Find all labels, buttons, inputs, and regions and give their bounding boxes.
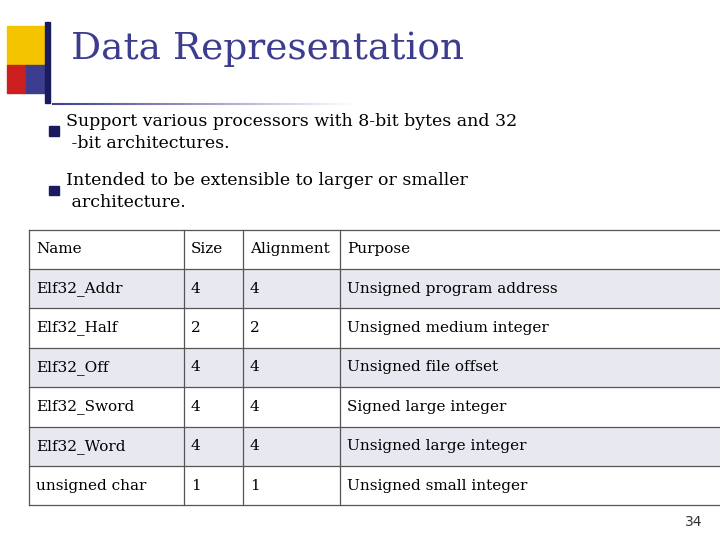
Bar [26, 65, 45, 93]
Text: Size: Size [191, 242, 223, 256]
Text: 2: 2 [250, 321, 260, 335]
Text: Unsigned program address: Unsigned program address [347, 282, 558, 295]
Text: 4: 4 [250, 361, 260, 374]
Text: 1: 1 [250, 479, 260, 492]
Bar [29, 269, 720, 308]
Text: 2: 2 [191, 321, 201, 335]
Text: Support various processors with 8-bit bytes and 32
 -bit architectures.: Support various processors with 8-bit by… [66, 113, 518, 152]
Bar [29, 427, 720, 466]
Text: Unsigned file offset: Unsigned file offset [347, 361, 498, 374]
Text: Alignment: Alignment [250, 242, 330, 256]
Bar [29, 348, 720, 387]
Text: Intended to be extensible to larger or smaller
 architecture.: Intended to be extensible to larger or s… [66, 172, 468, 211]
Text: Elf32_Half: Elf32_Half [36, 321, 117, 335]
Text: 34: 34 [685, 515, 702, 529]
Text: Unsigned large integer: Unsigned large integer [347, 440, 526, 453]
Text: 4: 4 [191, 440, 201, 453]
Bar [49, 126, 59, 136]
Text: 4: 4 [250, 440, 260, 453]
Bar [49, 186, 59, 195]
Text: Unsigned medium integer: Unsigned medium integer [347, 321, 549, 335]
Text: 1: 1 [191, 479, 201, 492]
Text: Elf32_Sword: Elf32_Sword [36, 400, 134, 414]
Text: unsigned char: unsigned char [36, 479, 146, 492]
Text: Name: Name [36, 242, 81, 256]
Text: Data Representation: Data Representation [71, 31, 464, 66]
Text: Purpose: Purpose [347, 242, 410, 256]
Text: Elf32_Word: Elf32_Word [36, 439, 125, 454]
Text: Elf32_Off: Elf32_Off [36, 360, 109, 375]
Text: 4: 4 [250, 282, 260, 295]
Text: Unsigned small integer: Unsigned small integer [347, 479, 528, 492]
Text: 4: 4 [191, 361, 201, 374]
Text: Signed large integer: Signed large integer [347, 400, 506, 414]
Text: Elf32_Addr: Elf32_Addr [36, 281, 122, 296]
Text: 4: 4 [191, 400, 201, 414]
Bar [45, 22, 50, 103]
Text: 4: 4 [250, 400, 260, 414]
Bar [7, 65, 26, 93]
Bar [7, 26, 45, 65]
Text: 4: 4 [191, 282, 201, 295]
